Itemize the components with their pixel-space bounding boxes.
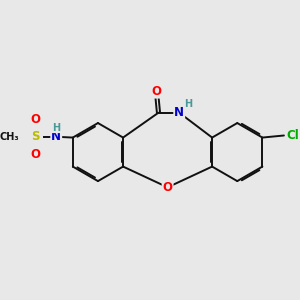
Text: O: O [31, 148, 40, 160]
Text: H: H [184, 99, 192, 110]
Text: S: S [31, 130, 40, 143]
Text: O: O [31, 113, 40, 126]
Text: N: N [174, 106, 184, 119]
Text: CH₃: CH₃ [0, 132, 19, 142]
Text: O: O [163, 181, 172, 194]
Text: O: O [152, 85, 161, 98]
Text: H: H [52, 123, 60, 133]
Text: N: N [51, 130, 61, 143]
Text: Cl: Cl [286, 129, 298, 142]
